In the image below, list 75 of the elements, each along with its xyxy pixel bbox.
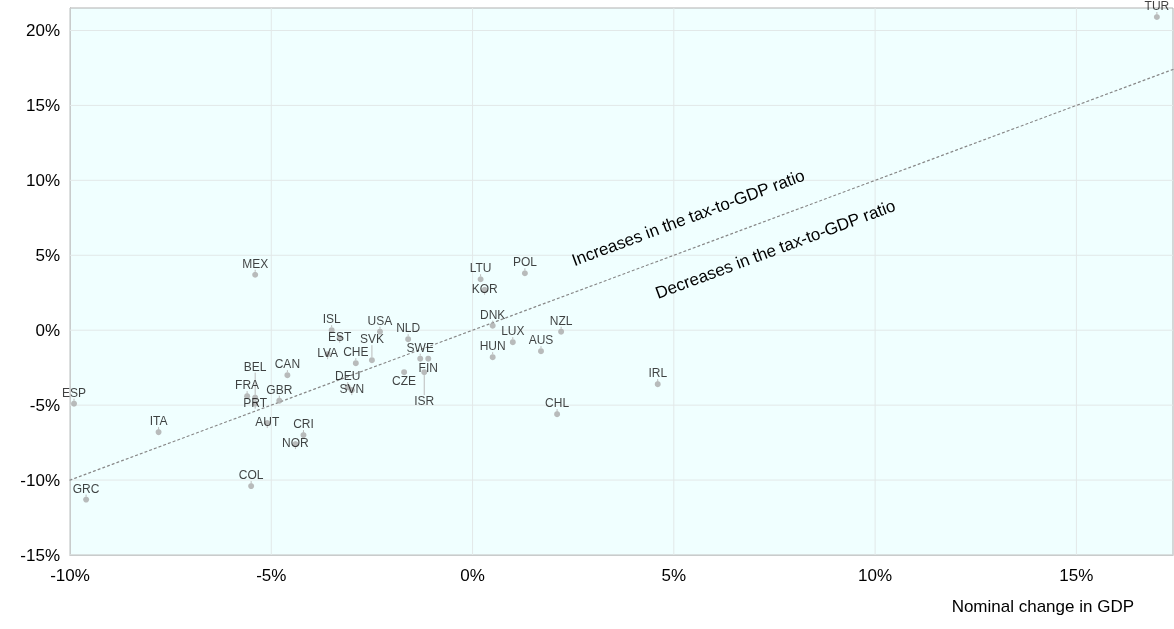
data-label: LVA: [317, 346, 339, 361]
data-label: FRA: [235, 378, 260, 393]
point: [558, 328, 565, 335]
data-label: BEL: [243, 359, 267, 374]
data-label: FIN: [418, 360, 438, 375]
y-tick-label: 0%: [35, 320, 60, 340]
y-tick-label: 5%: [35, 245, 60, 265]
data-label: DEU: [335, 369, 361, 384]
y-tick-label: -5%: [29, 395, 60, 415]
data-label: AUT: [255, 415, 280, 430]
point: [477, 276, 484, 283]
data-label: HUN: [479, 339, 506, 354]
data-label: ISR: [414, 394, 435, 409]
point: [405, 336, 412, 343]
data-label: NOR: [282, 436, 310, 451]
y-tick-label: 10%: [25, 170, 60, 190]
data-label: TUR: [1144, 0, 1170, 13]
data-label: EST: [328, 329, 353, 344]
point: [155, 429, 162, 436]
point: [1153, 13, 1160, 20]
data-label: CHL: [545, 396, 570, 411]
x-tick-label: 0%: [460, 566, 485, 585]
y-tick-label: 15%: [25, 95, 60, 115]
data-label: ESP: [62, 385, 87, 400]
point: [654, 381, 661, 388]
data-label: PRT: [243, 395, 268, 410]
data-label: ITA: [149, 414, 168, 429]
data-label: USA: [367, 313, 393, 328]
point: [521, 270, 528, 277]
point: [83, 496, 90, 503]
point: [284, 372, 291, 379]
x-tick-label: -5%: [256, 566, 287, 585]
point: [554, 411, 561, 418]
x-tick-label: -10%: [50, 566, 90, 585]
data-label: CHE: [343, 345, 369, 360]
point: [276, 397, 283, 404]
data-label: MEX: [242, 256, 269, 271]
data-label: DNK: [480, 307, 506, 322]
point: [352, 360, 359, 367]
data-label: GBR: [266, 382, 293, 397]
point: [538, 348, 544, 355]
point: [368, 357, 375, 364]
x-tick-label: 5%: [661, 566, 687, 585]
x-axis-title: Nominal change in GDP: [951, 597, 1135, 616]
point: [509, 339, 516, 346]
y-tick-label: 20%: [25, 20, 60, 40]
data-label: ISL: [322, 312, 341, 327]
data-label: POL: [512, 255, 538, 270]
point: [248, 483, 255, 490]
point: [489, 322, 496, 329]
data-label: KOR: [471, 281, 498, 296]
data-label: IRL: [648, 366, 668, 381]
y-tick-label: -15%: [20, 545, 60, 565]
data-label: SWE: [406, 340, 434, 355]
data-label: SVN: [339, 382, 365, 397]
y-tick-label: -10%: [20, 470, 60, 490]
point: [425, 355, 432, 362]
data-label: NZL: [549, 313, 573, 328]
data-label: CRI: [293, 417, 314, 432]
data-label: CZE: [392, 374, 417, 389]
data-label: LTU: [469, 261, 492, 276]
point: [252, 271, 259, 278]
data-label: AUS: [528, 333, 554, 348]
point: [489, 354, 496, 361]
data-label: COL: [238, 468, 264, 483]
data-label: SVK: [359, 332, 384, 347]
data-label: LUX: [501, 324, 525, 339]
x-tick-label: 15%: [1059, 566, 1094, 585]
point: [417, 355, 424, 362]
data-label: NLD: [396, 321, 421, 336]
point: [401, 369, 408, 376]
data-label: CAN: [274, 357, 301, 372]
point: [71, 400, 78, 407]
data-label: GRC: [72, 481, 100, 496]
x-tick-label: 10%: [858, 566, 893, 585]
